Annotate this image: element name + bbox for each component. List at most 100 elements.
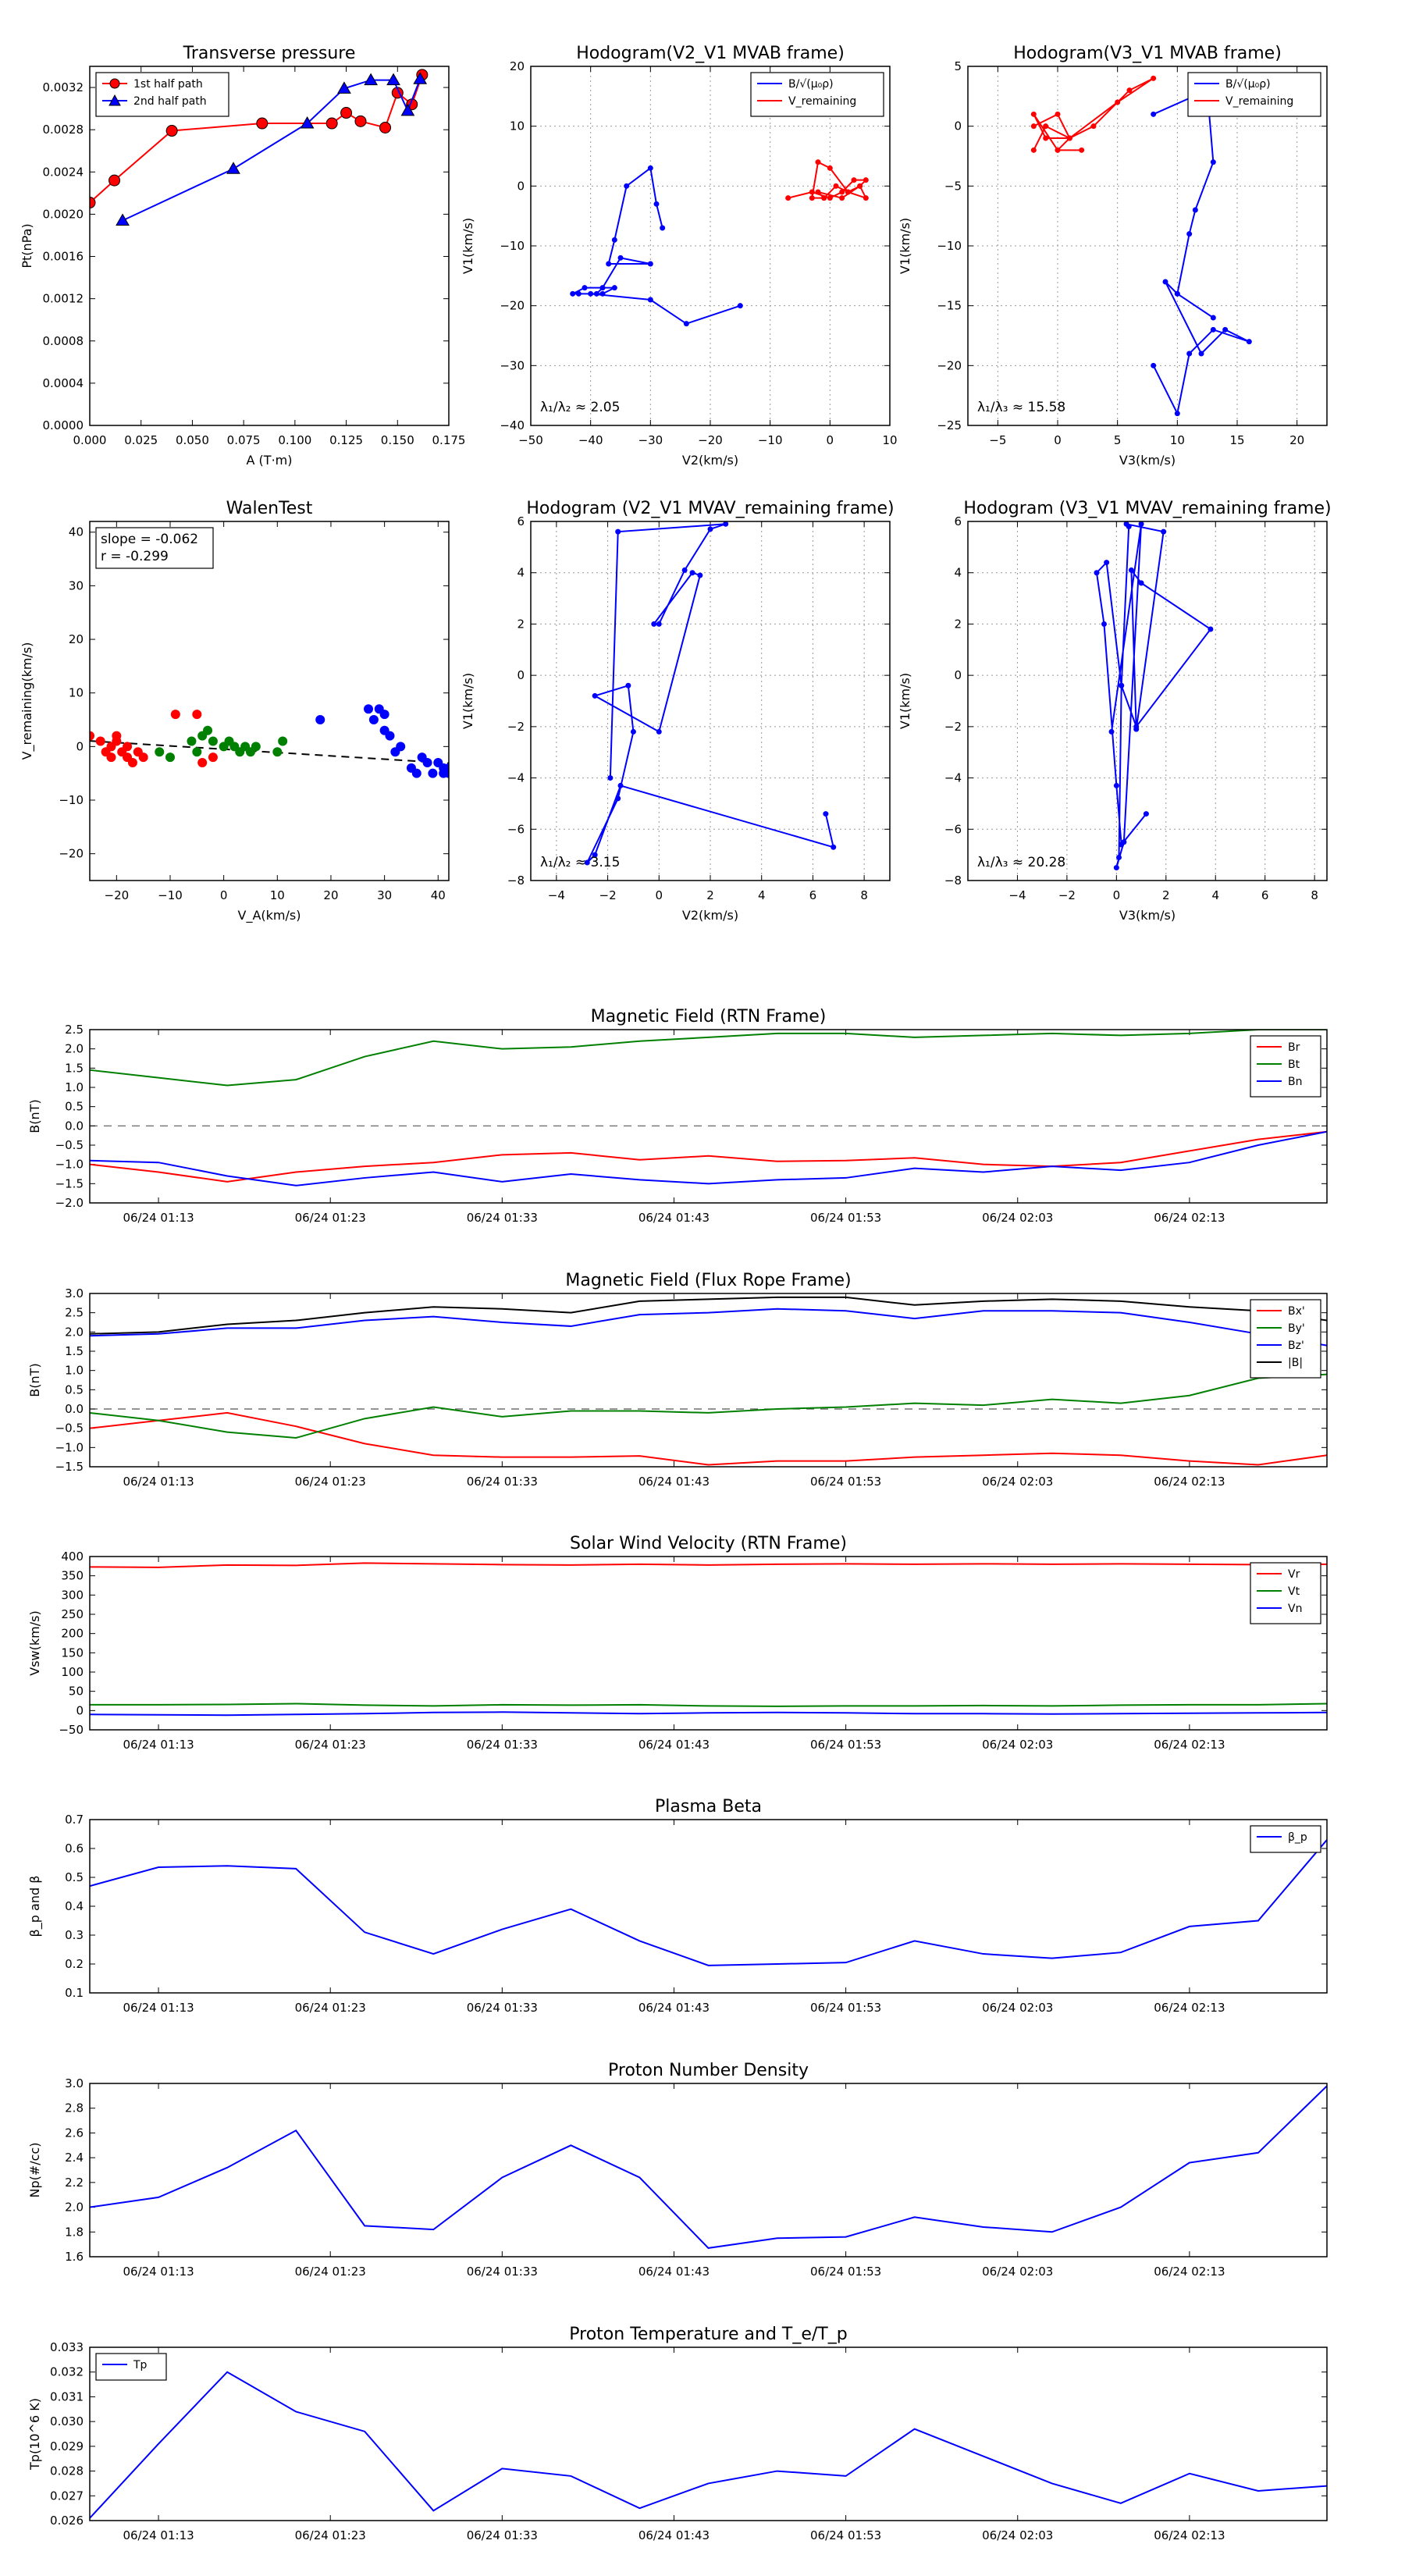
x-tick-label: −4 (548, 888, 565, 902)
series-v-remaining-point (1043, 123, 1049, 130)
series-v-remaining-point (815, 159, 821, 165)
series-b--point (653, 201, 660, 207)
y-tick-label: −25 (937, 418, 962, 432)
plot-frame (89, 1556, 1328, 1731)
plot-area (90, 1030, 1327, 1187)
x-tick-label: 30 (377, 888, 392, 902)
y-axis-label: V1(km/s) (898, 218, 912, 274)
y-tick-label: 2.5 (65, 1306, 84, 1320)
series-v-remaining-point (827, 165, 833, 171)
series-b--point (1210, 326, 1216, 333)
plot-frame (89, 521, 450, 881)
x-tick-label: 06/24 02:03 (982, 1211, 1053, 1225)
x-axis-label: V2(km/s) (682, 453, 738, 468)
y-tick-label: 0.0020 (43, 207, 84, 221)
y-tick-label: 0.0012 (43, 292, 84, 306)
series-b--point (1162, 279, 1168, 285)
series-0-point (625, 682, 631, 688)
legend: Vr Vt Vn (1250, 1562, 1321, 1624)
x-tick-label: −50 (518, 433, 543, 447)
series-b--point (660, 225, 666, 231)
plot-area (584, 521, 837, 866)
x-tick-label: 06/24 01:13 (123, 1738, 194, 1752)
x-tick-label: 2 (1162, 888, 1170, 902)
series-0-point (617, 782, 624, 788)
y-tick-label: −8 (944, 873, 962, 888)
series-bt-line (90, 1030, 1327, 1087)
legend-label: β_p (1288, 1831, 1307, 1844)
chart-title: Solar Wind Velocity (RTN Frame) (570, 1534, 847, 1553)
series-0-point (1119, 682, 1125, 688)
series-2-point (315, 715, 325, 725)
x-tick-label: 06/24 01:33 (467, 2265, 538, 2279)
series-0-point (95, 736, 105, 746)
legend: β_p (1250, 1825, 1321, 1853)
x-tick-label: 06/24 01:53 (810, 2528, 881, 2542)
chart-title: Proton Temperature and T_e/T_p (569, 2325, 847, 2344)
x-tick-label: 06/24 01:33 (467, 1211, 538, 1225)
y-tick-label: 0.0032 (43, 80, 84, 94)
y-tick-label: 0.032 (50, 2365, 84, 2379)
series-0-point (1108, 728, 1115, 735)
series-b--point (611, 237, 617, 243)
y-tick-label: 0.0028 (43, 123, 84, 137)
y-tick-label: 3.0 (65, 1286, 84, 1300)
series-0-point (656, 728, 662, 735)
chart-title: Plasma Beta (655, 1797, 762, 1816)
series-0-point (1121, 839, 1127, 845)
y-tick-label: 0.0000 (43, 418, 84, 432)
series-1st-half-path-point (108, 174, 121, 187)
series-0-point (697, 572, 703, 578)
y-tick-label: 0.0004 (43, 376, 84, 390)
series-0-point (1113, 865, 1119, 871)
x-tick-label: 06/24 01:13 (123, 2265, 194, 2279)
series-b--point (647, 261, 653, 267)
x-tick-label: 06/24 01:43 (638, 2528, 710, 2542)
series-2-point (364, 704, 374, 714)
series-0-point (170, 710, 180, 720)
plot-area (1030, 75, 1252, 417)
series-b--point (1246, 339, 1252, 345)
plasma-beta-chart: Plasma Beta 06/24 01:13 06/24 01:23 06/24 0… (27, 1797, 1328, 2015)
y-tick-label: −1.5 (55, 1176, 84, 1190)
x-tick-label: 0.100 (278, 433, 311, 447)
y-tick-label: 10 (510, 119, 525, 133)
x-tick-label: 06/24 01:33 (467, 2528, 538, 2542)
plot-frame (530, 66, 891, 426)
magnetic-field-rtn-chart: Magnetic Field (RTN Frame) 06/24 01:13 06/… (27, 1007, 1328, 1225)
y-tick-label: 2.0 (65, 1325, 84, 1339)
series-v-remaining-point (785, 195, 791, 201)
x-tick-label: 06/24 02:13 (1154, 2528, 1225, 2542)
series-0-point (656, 621, 662, 627)
series-b--point (1174, 411, 1180, 417)
x-tick-label: −2 (599, 888, 617, 902)
series-0-point (138, 753, 148, 763)
x-tick-label: −40 (578, 433, 603, 447)
y-tick-label: −0.5 (55, 1421, 84, 1436)
y-tick-label: 20 (69, 632, 84, 646)
series-0-point (1104, 560, 1110, 566)
series--p-line (90, 1839, 1327, 1966)
y-tick-label: 2.0 (65, 1042, 84, 1056)
series-1-point (203, 725, 213, 735)
y-tick-label: 0.033 (50, 2340, 84, 2354)
series-0-point (1128, 567, 1134, 573)
series-bx--line (90, 1411, 1327, 1466)
series-0-point (1094, 570, 1100, 576)
y-axis-label: B(nT) (27, 1099, 42, 1133)
series-0-point (723, 521, 729, 527)
y-tick-label: −10 (937, 239, 962, 253)
y-tick-label: 2 (954, 617, 962, 631)
x-tick-label: 06/24 01:43 (638, 1211, 710, 1225)
chart-title: Transverse pressure (183, 44, 356, 63)
plot-frame (967, 66, 1328, 426)
x-tick-label: 06/24 02:13 (1154, 2265, 1225, 2279)
series-br-line (90, 1130, 1327, 1183)
x-tick-label: 5 (1114, 433, 1122, 447)
y-tick-label: 2.8 (65, 2101, 84, 2115)
annotation-text: r = -0.299 (101, 549, 169, 564)
x-tick-label: 06/24 01:23 (295, 1475, 366, 1489)
series-0-point (592, 852, 598, 858)
series-b--point (582, 285, 588, 291)
